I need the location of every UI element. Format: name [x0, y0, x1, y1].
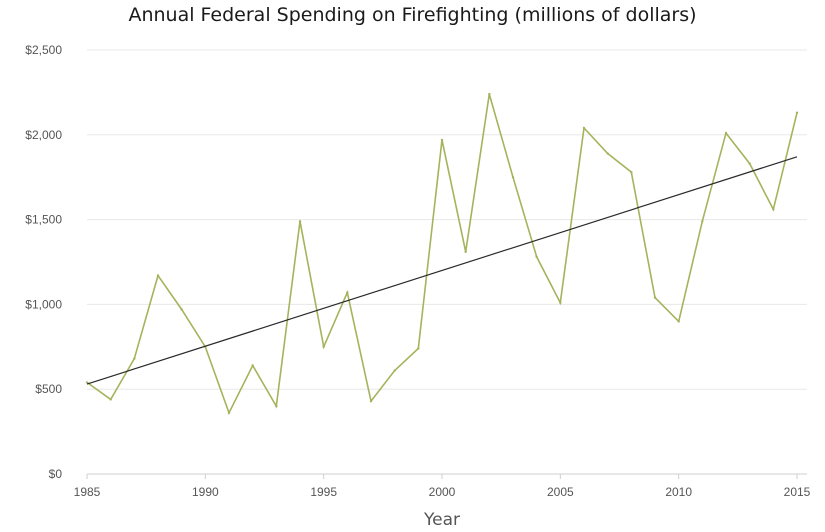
- data-point: [724, 131, 728, 135]
- data-point: [606, 152, 609, 155]
- data-point: [677, 320, 680, 323]
- data-point: [464, 250, 467, 254]
- data-point: [795, 111, 799, 114]
- x-tick-label: 2000: [429, 485, 456, 499]
- plot-area: [85, 92, 799, 415]
- data-point: [488, 92, 491, 96]
- x-tick-label: 1995: [310, 485, 337, 499]
- data-point: [369, 399, 373, 403]
- y-tick-label: $500: [35, 382, 62, 396]
- data-point: [535, 255, 538, 259]
- y-tick-label: $0: [49, 467, 63, 481]
- data-point: [180, 308, 183, 311]
- data-point: [109, 398, 112, 401]
- data-point: [417, 347, 420, 350]
- y-axis: $0 $500 $1,000 $1,500 $2,000 $2,500: [25, 43, 62, 481]
- x-tick-label: 2015: [784, 485, 811, 499]
- data-point: [133, 357, 136, 360]
- data-point: [582, 126, 586, 130]
- x-axis: 1985 1990 1995 2000 2005 2010 2015: [74, 474, 811, 499]
- data-point: [251, 364, 254, 367]
- y-tick-label: $2,000: [25, 128, 62, 142]
- data-point: [275, 404, 278, 408]
- y-tick-label: $2,500: [25, 43, 62, 57]
- y-tick-label: $1,000: [25, 297, 62, 311]
- x-tick-label: 2005: [547, 485, 574, 499]
- chart-title: Annual Federal Spending on Firefighting …: [128, 4, 697, 26]
- data-point: [653, 296, 657, 299]
- data-point: [559, 301, 562, 304]
- x-axis-title: Year: [423, 510, 460, 530]
- x-tick-label: 1990: [192, 485, 219, 499]
- data-point: [772, 208, 775, 211]
- data-point: [748, 162, 751, 165]
- data-point: [227, 411, 231, 415]
- data-point: [701, 220, 704, 223]
- data-point: [85, 381, 89, 384]
- grid-lines: [87, 49, 807, 475]
- spending-line: [86, 93, 798, 415]
- y-tick-label: $1,500: [25, 213, 62, 227]
- data-point: [156, 274, 160, 277]
- x-tick-label: 1985: [74, 485, 101, 499]
- trend-line: [86, 156, 798, 385]
- data-point: [322, 345, 325, 348]
- data-point: [511, 176, 515, 179]
- data-point: [393, 369, 396, 372]
- x-tick-label: 2010: [665, 485, 692, 499]
- data-point: [346, 291, 349, 294]
- data-point: [630, 170, 633, 174]
- data-point: [298, 220, 302, 223]
- data-point: [440, 138, 444, 142]
